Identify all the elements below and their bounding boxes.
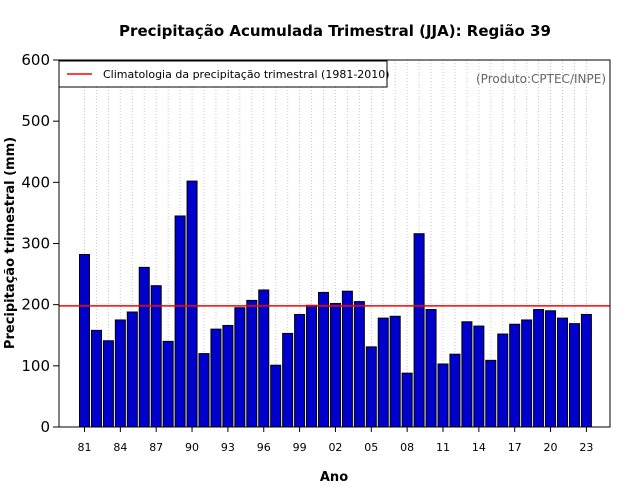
- y-tick-label-0: 0: [40, 418, 50, 436]
- y-tick-label-600: 600: [21, 51, 50, 69]
- x-tick-label-2011: 11: [436, 441, 450, 454]
- bar-2000: [306, 304, 318, 428]
- vertical-grid: [84, 60, 587, 427]
- y-tick-label-300: 300: [21, 235, 50, 253]
- bar-1998: [282, 332, 294, 428]
- bar-1995: [246, 299, 258, 428]
- y-tick-label-500: 500: [21, 112, 50, 130]
- x-tick-label-1987: 87: [149, 441, 163, 454]
- bar-2002: [329, 302, 341, 428]
- bar-2018: [521, 319, 533, 428]
- bar-1984: [114, 319, 126, 428]
- y-axis-label: Precipitação trimestral (mm): [3, 137, 18, 349]
- bar-1987: [150, 285, 162, 428]
- x-tick-label-2014: 14: [472, 441, 486, 454]
- bar-2023: [580, 313, 592, 428]
- y-tick-label-200: 200: [21, 296, 50, 314]
- bar-2016: [497, 333, 509, 428]
- bar-1997: [270, 364, 282, 428]
- x-tick-label-2008: 08: [400, 441, 414, 454]
- x-axis-label: Ano: [320, 470, 348, 485]
- credit-text: (Produto:CPTEC/INPE): [476, 72, 606, 86]
- bar-1993: [222, 324, 234, 428]
- legend-label: Climatologia da precipitação trimestral …: [103, 68, 390, 81]
- bar-2003: [341, 290, 353, 428]
- bar-1983: [102, 340, 114, 428]
- bar-1988: [162, 340, 174, 428]
- bar-1992: [210, 328, 222, 428]
- bar-2013: [461, 321, 473, 428]
- x-tick-label-2017: 17: [508, 441, 522, 454]
- bar-1981: [79, 254, 90, 428]
- bar-2009: [413, 233, 425, 428]
- bar-1994: [234, 307, 246, 428]
- bar-2022: [568, 323, 580, 428]
- bar-1996: [258, 289, 270, 428]
- x-tick-label-1984: 84: [113, 441, 127, 454]
- bar-2011: [437, 363, 449, 428]
- bar-2012: [449, 353, 461, 428]
- x-tick-label-1996: 96: [257, 441, 271, 454]
- bar-2015: [485, 359, 497, 428]
- x-tick-label-1990: 90: [185, 441, 199, 454]
- x-tick-label-1981: 81: [78, 441, 92, 454]
- bar-2006: [377, 317, 389, 428]
- y-tick-label-400: 400: [21, 173, 50, 191]
- y-tick-label-100: 100: [21, 357, 50, 375]
- bar-2010: [425, 309, 437, 428]
- chart-title: Precipitação Acumulada Trimestral (JJA):…: [119, 22, 551, 40]
- bar-2008: [401, 372, 413, 428]
- bar-2021: [557, 317, 568, 428]
- bar-1990: [186, 180, 198, 428]
- legend: Climatologia da precipitação trimestral …: [58, 60, 390, 88]
- bar-2020: [545, 310, 557, 428]
- x-tick-label-1999: 99: [293, 441, 307, 454]
- bar-1985: [126, 311, 138, 428]
- x-tick-label-2005: 05: [364, 441, 378, 454]
- x-axis: 81 84 87 90 93 96 99 02 05 08 11 14 17 20 23: [78, 427, 593, 454]
- bar-2014: [473, 325, 485, 428]
- bars-group: [79, 180, 592, 428]
- bar-2019: [533, 309, 545, 428]
- bar-1989: [174, 215, 186, 428]
- bar-2001: [318, 291, 329, 428]
- bar-1986: [138, 266, 150, 428]
- bar-2017: [509, 323, 521, 428]
- bar-1991: [198, 353, 210, 428]
- x-tick-label-2002: 02: [328, 441, 342, 454]
- y-axis: 0 100 200 300 400 500 600: [21, 51, 59, 436]
- x-tick-label-1993: 93: [221, 441, 235, 454]
- bar-2005: [365, 346, 377, 428]
- bar-2004: [353, 301, 365, 428]
- bar-1999: [294, 313, 306, 428]
- x-tick-label-2020: 20: [544, 441, 558, 454]
- bar-2007: [389, 315, 401, 428]
- legend-box: [58, 60, 388, 88]
- bar-1982: [90, 329, 102, 428]
- x-tick-label-2023: 23: [579, 441, 593, 454]
